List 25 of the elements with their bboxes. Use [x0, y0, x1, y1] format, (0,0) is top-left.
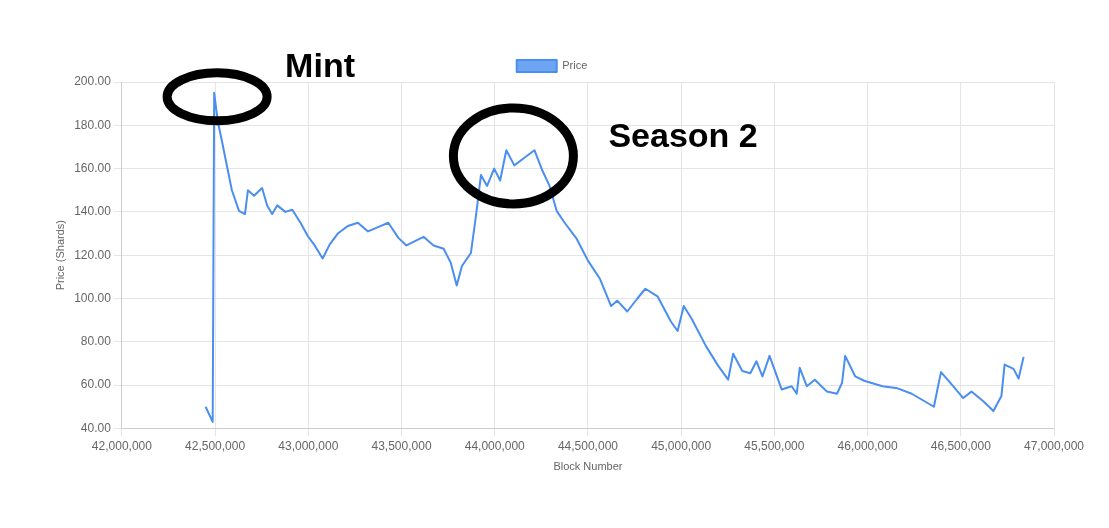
x-tick-label: 43,500,000	[371, 438, 432, 453]
y-tick-label: 100.00	[74, 290, 112, 305]
x-tick-label: 42,500,000	[185, 438, 246, 453]
annotation: Mint	[285, 46, 355, 85]
x-tick-label: 44,500,000	[557, 438, 619, 453]
y-tick-label: 200.00	[74, 74, 112, 89]
y-tick-label: 140.00	[74, 204, 112, 219]
x-tick-label: 46,500,000	[930, 438, 992, 453]
x-tick-label: 45,000,000	[651, 438, 712, 453]
x-axis-title: Block Number	[553, 460, 623, 473]
x-tick-label: 43,000,000	[278, 438, 339, 453]
y-tick-label: 80.00	[80, 334, 112, 349]
y-tick-label: 60.00	[80, 377, 112, 392]
annotation: Season 2	[608, 116, 758, 155]
y-tick-label: 120.00	[74, 247, 112, 262]
y-tick-label: 160.00	[74, 160, 112, 175]
legend-label: Price	[562, 59, 588, 72]
y-tick-label: 40.00	[80, 420, 112, 435]
y-tick-label: 180.00	[74, 117, 112, 132]
x-tick-label: 42,000,000	[91, 438, 153, 453]
x-tick-label: 45,500,000	[744, 438, 805, 453]
x-tick-label: 44,000,000	[464, 438, 526, 453]
x-tick-label: 47,000,000	[1023, 438, 1085, 453]
y-axis-title: Price (Shards)	[53, 220, 66, 291]
x-tick-label: 46,000,000	[837, 438, 898, 453]
